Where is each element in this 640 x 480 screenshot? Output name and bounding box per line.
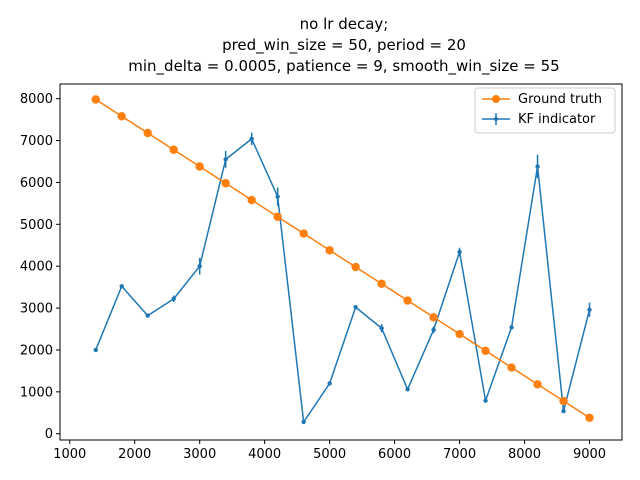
legend-ground-truth-label: Ground truth [518, 92, 602, 107]
kf-indicator-point [327, 381, 332, 386]
y-tick-label: 8000 [20, 92, 53, 107]
ground-truth-point [455, 329, 464, 339]
kf-indicator-point [509, 325, 514, 330]
kf-indicator-point [353, 305, 358, 310]
y-tick-label: 0 [45, 427, 53, 442]
kf-indicator-point [119, 284, 124, 289]
ground-truth-point [91, 95, 100, 104]
kf-indicator-point [197, 263, 202, 269]
kf-indicator-point [223, 157, 228, 162]
x-tick-label: 5000 [313, 447, 346, 462]
x-tick-label: 7000 [443, 447, 476, 462]
y-tick-label: 1000 [20, 385, 53, 400]
legend-ground-truth-marker [492, 95, 500, 103]
kf-indicator-point [405, 387, 410, 392]
ground-truth-point [325, 246, 334, 255]
kf-indicator-line [95, 138, 591, 423]
ground-truth-point [117, 112, 126, 121]
kf-indicator-point [145, 313, 150, 318]
plot-area [91, 95, 594, 425]
legend: Ground truth KF indicator [474, 87, 616, 134]
legend-kf-indicator-label: KF indicator [518, 112, 596, 127]
ground-truth-point [481, 346, 490, 355]
legend-kf-indicator-marker [494, 117, 498, 121]
kf-indicator-point [535, 164, 540, 169]
kf-indicator-point [379, 325, 384, 331]
kf-indicator-point [561, 408, 566, 414]
kf-indicator-point [431, 327, 436, 333]
ground-truth-point [533, 380, 542, 389]
y-tick-label: 2000 [20, 343, 53, 358]
y-tick-label: 5000 [20, 218, 53, 233]
chart-title-line-2: pred_win_size = 50, period = 20 [222, 36, 466, 55]
ground-truth-point [377, 279, 386, 288]
ground-truth-point [273, 212, 282, 221]
y-tick-label: 6000 [20, 176, 53, 191]
ground-truth-point [559, 396, 568, 406]
x-axis: 1000 2000 3000 4000 5000 6000 7000 8000 9000 [53, 440, 606, 462]
chart-title: no lr decay; pred_win_size = 50, period … [128, 15, 559, 76]
kf-indicator-point [275, 194, 280, 199]
x-tick-label: 9000 [573, 447, 606, 462]
x-tick-label: 4000 [248, 447, 281, 462]
x-tick-label: 3000 [183, 447, 216, 462]
kf-indicator-point [93, 347, 98, 353]
ground-truth-point [221, 179, 230, 188]
x-tick-label: 6000 [378, 447, 411, 462]
kf-indicator-point [301, 419, 306, 425]
ground-truth-point [429, 313, 438, 322]
ground-truth-point [351, 262, 360, 272]
kf-indicator-point [483, 398, 488, 403]
y-axis: 0 1000 2000 3000 4000 5000 6000 7000 8000 [20, 92, 60, 442]
ground-truth-point [507, 363, 516, 372]
kf-indicator-point [457, 249, 462, 255]
y-tick-label: 4000 [20, 260, 53, 275]
ground-truth-point [403, 296, 412, 305]
chart-title-line-1: no lr decay; [300, 15, 389, 33]
x-tick-label: 2000 [118, 447, 151, 462]
x-tick-label: 8000 [508, 447, 541, 462]
ground-truth-point [585, 413, 594, 423]
ground-truth-point [143, 128, 152, 138]
ground-truth-point [247, 195, 256, 205]
ground-truth-point [299, 229, 308, 238]
kf-indicator-point [587, 307, 592, 312]
ground-truth-point [169, 145, 178, 154]
y-tick-label: 7000 [20, 134, 53, 149]
ground-truth-point [195, 162, 204, 171]
ground-truth-line [95, 98, 590, 419]
kf-indicator-point [249, 136, 254, 142]
y-tick-label: 3000 [20, 302, 53, 317]
chart-title-line-3: min_delta = 0.0005, patience = 9, smooth… [128, 57, 559, 76]
x-tick-label: 1000 [53, 447, 86, 462]
kf-indicator-point [171, 296, 176, 302]
axes-frame [59, 83, 623, 441]
